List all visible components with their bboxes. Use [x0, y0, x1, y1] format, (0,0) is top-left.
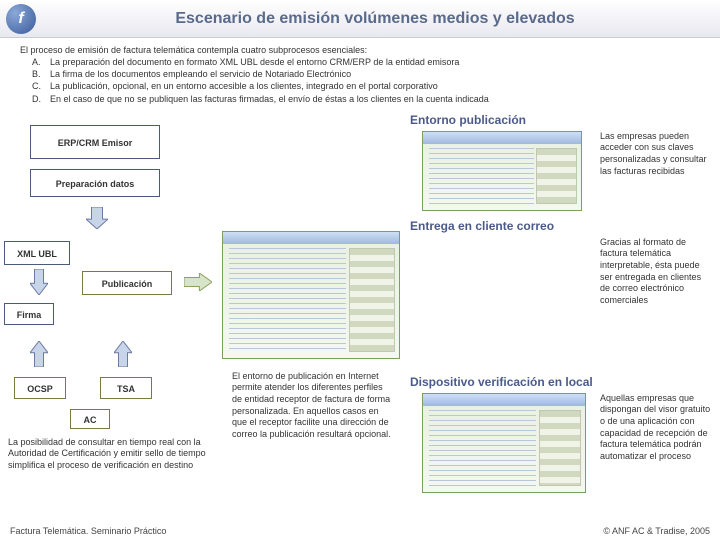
logo: f	[6, 4, 36, 34]
screenshot-s1	[422, 131, 582, 211]
intro-marker: A.	[32, 56, 50, 68]
diagram-area: ERP/CRM Emisor Preparación datos XML UBL Pu…	[0, 113, 720, 533]
intro-text: La publicación, opcional, en un entorno …	[50, 80, 438, 92]
section-text-s1: Las empresas pueden acceder con sus clav…	[600, 131, 710, 178]
intro-text: En el caso de que no se publiquen las fa…	[50, 93, 489, 105]
box-pub: Publicación	[82, 271, 172, 295]
intro-list: A.La preparación del documento en format…	[20, 56, 700, 105]
intro-marker: D.	[32, 93, 50, 105]
page-title: Escenario de emisión volúmenes medios y …	[36, 10, 714, 28]
box-ocsp: OCSP	[14, 377, 66, 399]
intro-text: La firma de los documentos empleando el …	[50, 68, 351, 80]
arrow-4	[114, 341, 132, 367]
arrow-0	[86, 207, 108, 229]
header: f Escenario de emisión volúmenes medios …	[0, 0, 720, 38]
bottom-text: La posibilidad de consultar en tiempo re…	[8, 437, 210, 472]
footer: Factura Telemática. Seminario Práctico ©…	[0, 522, 720, 540]
section-title-s1: Entorno publicación	[410, 113, 526, 127]
box-tsa: TSA	[100, 377, 152, 399]
mid-text: El entorno de publicación en Internet pe…	[232, 371, 394, 441]
box-prep: Preparación datos	[30, 169, 160, 197]
box-erp: ERP/CRM Emisor	[30, 125, 160, 159]
screenshot-s3	[422, 393, 586, 493]
intro-item: D.En el caso de que no se publiquen las …	[32, 93, 700, 105]
footer-right: © ANF AC & Tradise, 2005	[603, 526, 710, 536]
section-text-s2: Gracias al formato de factura telemática…	[600, 237, 712, 307]
intro-lead: El proceso de emisión de factura telemát…	[20, 44, 700, 56]
arrow-2	[184, 273, 212, 291]
intro-marker: B.	[32, 68, 50, 80]
arrow-1	[30, 269, 48, 295]
section-text-s3: Aquellas empresas que dispongan del viso…	[600, 393, 712, 463]
screenshot-s2	[222, 231, 400, 359]
intro-text: La preparación del documento en formato …	[50, 56, 459, 68]
box-ac: AC	[70, 409, 110, 429]
intro-item: C.La publicación, opcional, en un entorn…	[32, 80, 700, 92]
section-title-s2: Entrega en cliente correo	[410, 219, 554, 233]
intro-item: B.La firma de los documentos empleando e…	[32, 68, 700, 80]
arrow-3	[30, 341, 48, 367]
section-title-s3: Dispositivo verificación en local	[410, 375, 593, 389]
box-xml: XML UBL	[4, 241, 70, 265]
intro-marker: C.	[32, 80, 50, 92]
intro-item: A.La preparación del documento en format…	[32, 56, 700, 68]
footer-left: Factura Telemática. Seminario Práctico	[10, 526, 166, 536]
intro-block: El proceso de emisión de factura telemát…	[0, 38, 720, 113]
box-firma: Firma	[4, 303, 54, 325]
